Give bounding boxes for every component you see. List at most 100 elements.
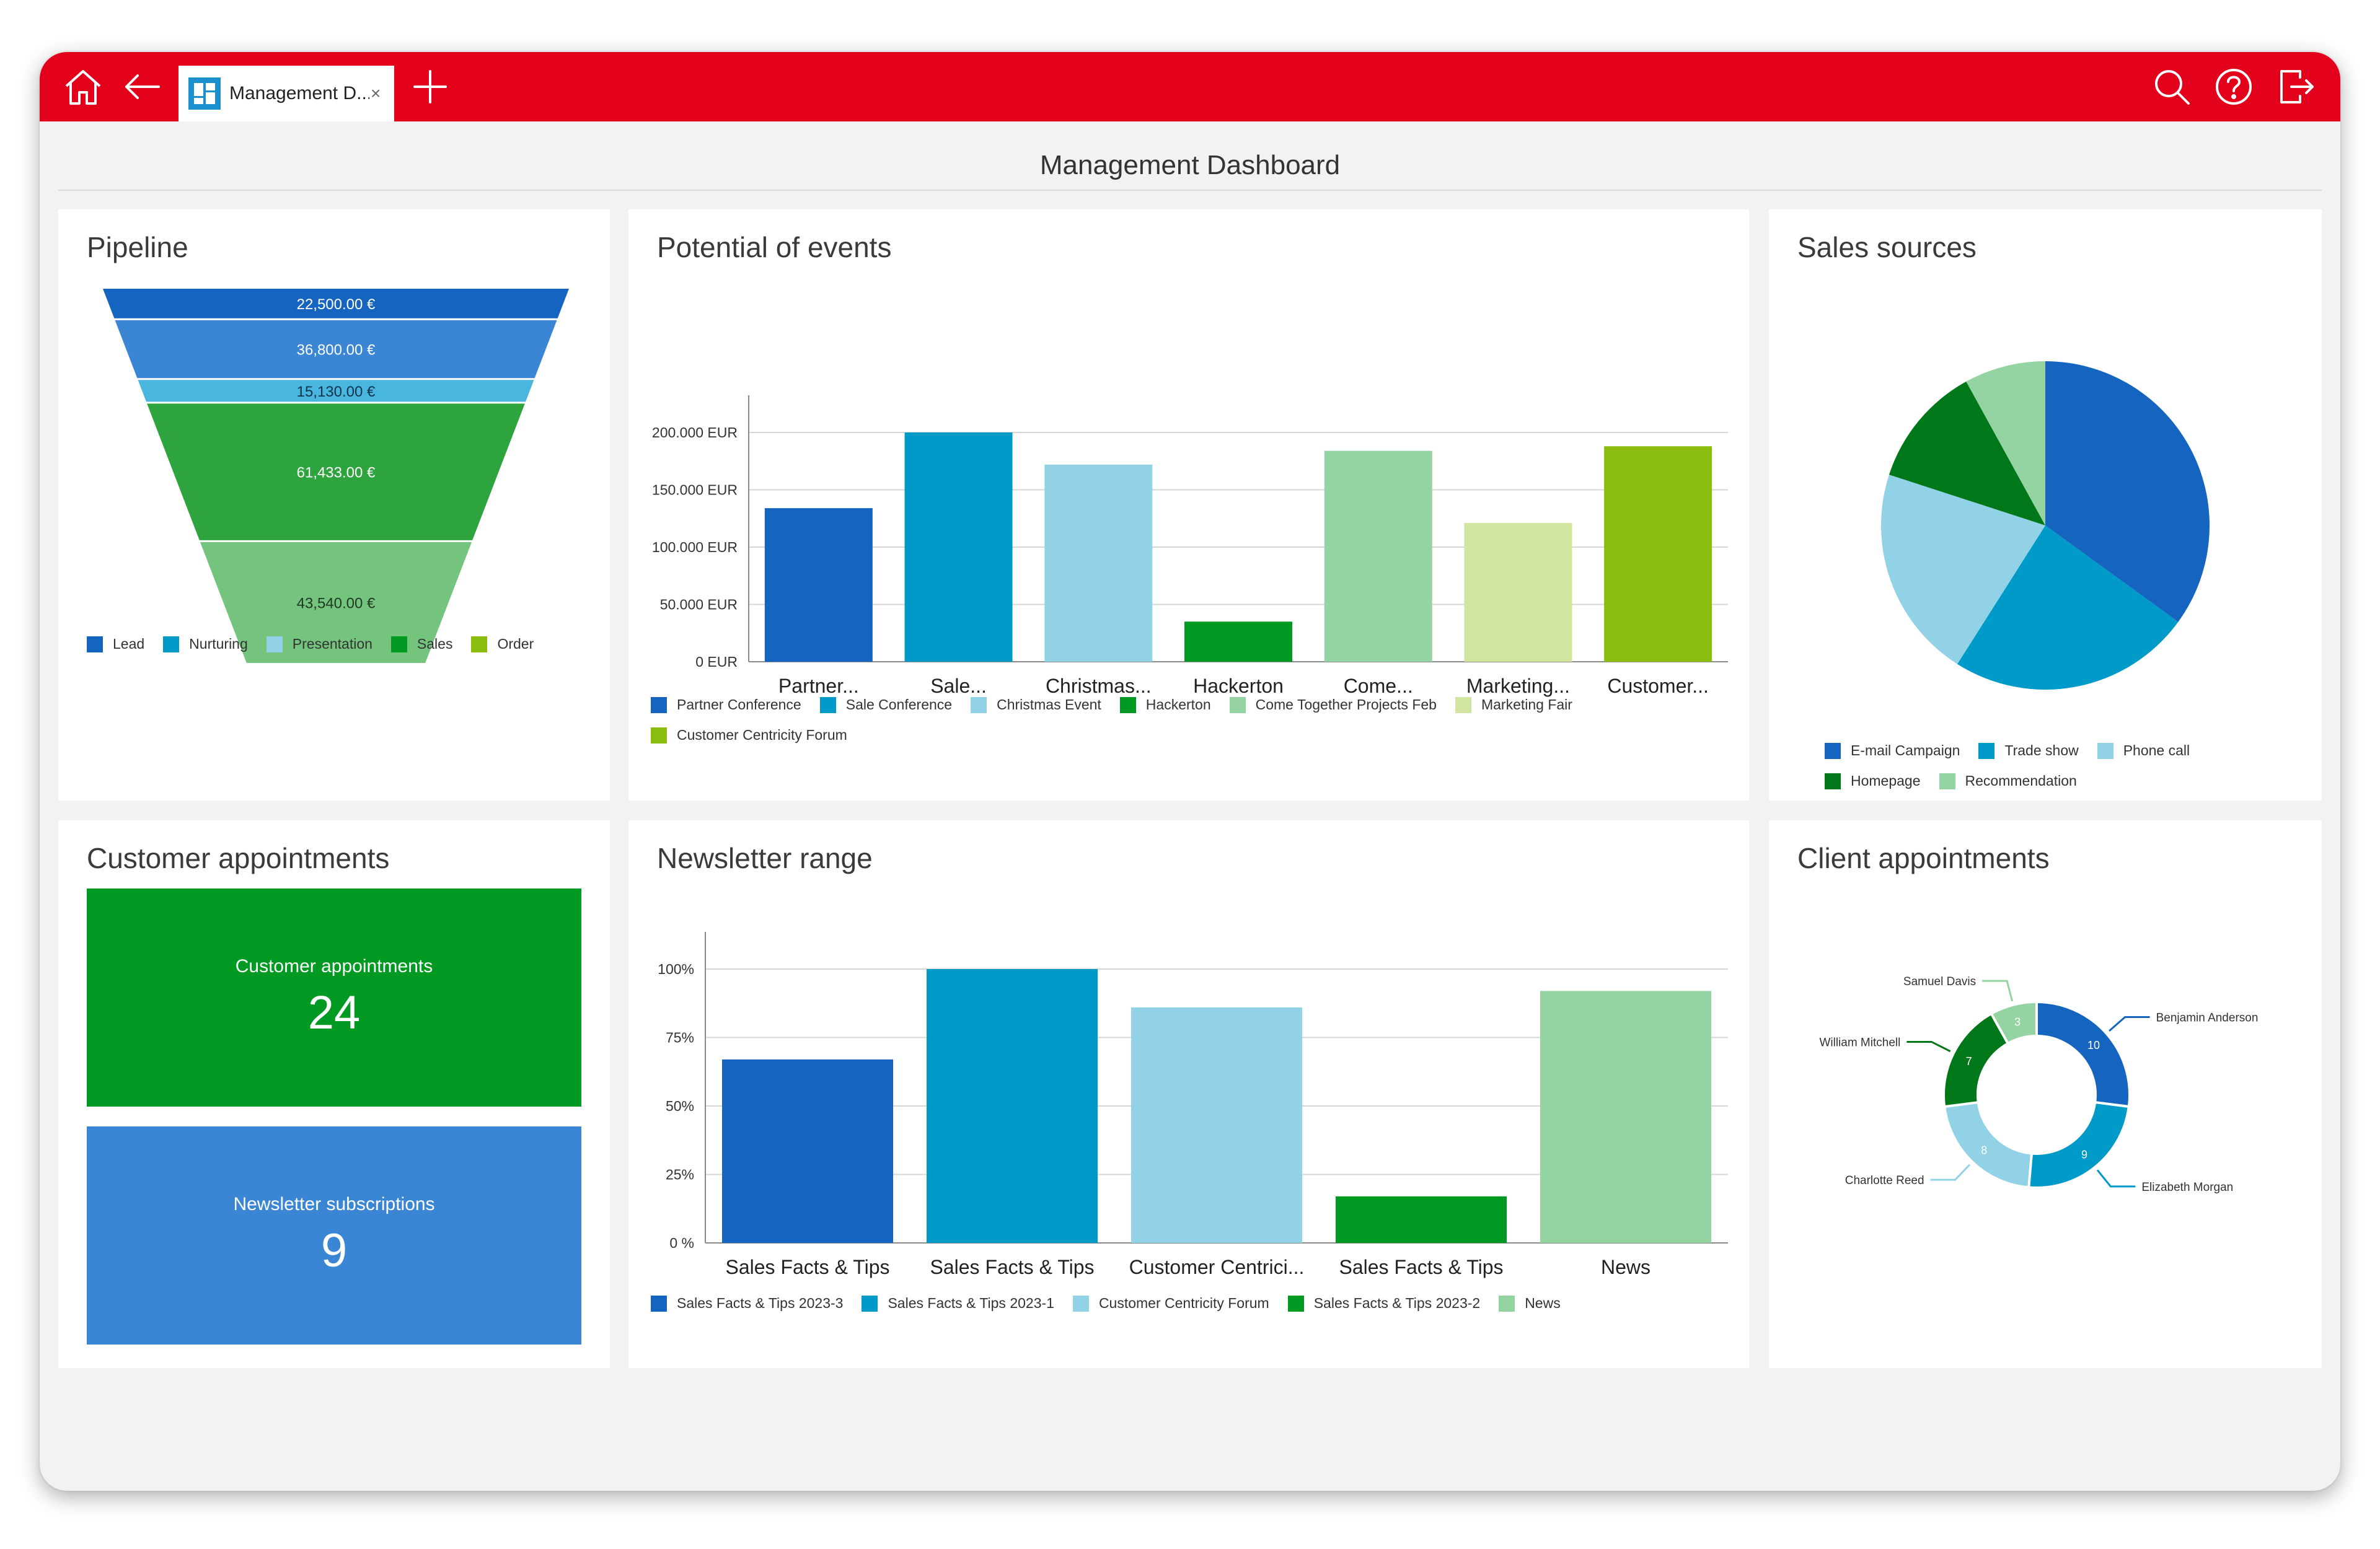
legend-item[interactable]: Sales Facts & Tips 2023-2: [1287, 1295, 1480, 1312]
help-icon: [2216, 69, 2252, 105]
y-tick-label: 0 EUR: [695, 654, 738, 670]
legend-item[interactable]: Customer Centricity Forum: [1072, 1295, 1269, 1312]
x-tick-label: Sales Facts & Tips: [930, 1256, 1095, 1278]
legend-item[interactable]: Lead: [87, 636, 144, 652]
donut-leader-line: [2109, 1016, 2150, 1032]
funnel-stage-label: 43,540.00 €: [297, 595, 376, 612]
y-tick-label: 100.000 EUR: [652, 539, 738, 555]
legend-item[interactable]: Partner Conference: [651, 696, 801, 713]
logout-button[interactable]: [2265, 52, 2327, 121]
customer-appointments-card: Customer appointments Customer appointme…: [58, 820, 610, 1368]
funnel-stage: [138, 380, 534, 402]
pie-slice: [1881, 475, 2045, 664]
legend-item[interactable]: Presentation: [266, 636, 372, 652]
client-appointments-card: Client appointments 10 Benjamin Anderson 9…: [1769, 820, 2322, 1368]
legend-swatch: [163, 636, 180, 652]
legend-item[interactable]: Hackerton: [1119, 696, 1211, 713]
legend-item[interactable]: Trade show: [1978, 742, 2079, 759]
legend-item[interactable]: Sales Facts & Tips 2023-3: [651, 1295, 843, 1312]
legend-swatch: [971, 696, 987, 713]
newsletter-subscriptions-tile[interactable]: Newsletter subscriptions 9: [87, 1126, 581, 1345]
legend-item[interactable]: Customer Centricity Forum: [651, 727, 847, 744]
title-divider: [58, 190, 2322, 191]
donut-leader-line: [1906, 1040, 1951, 1053]
donut-slice: [1990, 1000, 2038, 1045]
help-button[interactable]: [2203, 52, 2265, 121]
newsletter-title: Newsletter range: [657, 842, 873, 874]
legend-swatch: [1287, 1295, 1304, 1312]
legend-swatch: [1119, 696, 1136, 713]
y-tick-label: 25%: [666, 1167, 694, 1183]
arrow-left-icon: [125, 74, 160, 99]
y-tick-label: 75%: [666, 1030, 694, 1046]
x-tick-label: Marketing...: [1466, 675, 1570, 697]
x-tick-label: Sales Facts & Tips: [1339, 1256, 1504, 1278]
add-tab-button[interactable]: [399, 52, 461, 121]
tab-label: Management D...: [229, 83, 369, 103]
events-title: Potential of events: [657, 231, 892, 263]
legend-item[interactable]: Homepage: [1825, 773, 1921, 789]
bar: [1131, 1007, 1302, 1243]
legend-item[interactable]: Sales: [390, 636, 453, 652]
x-tick-label: Christmas...: [1046, 675, 1152, 697]
bar: [927, 969, 1098, 1243]
legend-label: Customer Centricity Forum: [1098, 1295, 1269, 1311]
bar: [1044, 464, 1153, 662]
customer-appointments-tile[interactable]: Customer appointments 24: [87, 889, 581, 1107]
legend-label: Sale Conference: [845, 696, 953, 713]
plus-icon: [413, 70, 447, 103]
search-button[interactable]: [2141, 52, 2203, 121]
bar: [1604, 446, 1712, 662]
x-tick-label: Hackerton: [1193, 675, 1284, 697]
legend-label: Marketing Fair: [1481, 696, 1572, 713]
legend-item[interactable]: Christmas Event: [971, 696, 1101, 713]
donut-leader-line: [1930, 1164, 1971, 1181]
legend-item[interactable]: Nurturing: [163, 636, 248, 652]
legend-item[interactable]: Marketing Fair: [1455, 696, 1572, 713]
legend-item[interactable]: Recommendation: [1939, 773, 2077, 789]
close-icon[interactable]: ×: [371, 84, 381, 103]
y-tick-label: 150.000 EUR: [652, 482, 738, 498]
x-tick-label: Customer...: [1607, 675, 1709, 697]
legend-item[interactable]: Sales Facts & Tips 2023-1: [862, 1295, 1054, 1312]
newsletter-card: Newsletter range 0 % 25% 50% 75% 100% Sales F…: [628, 820, 1749, 1368]
y-tick-label: 100%: [658, 961, 694, 977]
legend-label: Presentation: [292, 636, 372, 652]
legend-item[interactable]: E-mail Campaign: [1825, 742, 1960, 759]
newsletter-legend: Sales Facts & Tips 2023-3 Sales Facts & T…: [651, 1295, 1717, 1312]
legend-item[interactable]: News: [1499, 1295, 1561, 1312]
x-tick-label: Sales Facts & Tips: [726, 1256, 890, 1278]
donut-value-label: 8: [1981, 1144, 1987, 1156]
legend-swatch: [471, 636, 488, 652]
legend-label: E-mail Campaign: [1851, 742, 1960, 758]
legend-item[interactable]: Order: [471, 636, 534, 652]
legend-item[interactable]: Phone call: [2097, 742, 2190, 759]
legend-swatch: [651, 727, 667, 744]
back-button[interactable]: [111, 52, 173, 121]
logout-icon: [2280, 70, 2314, 103]
legend-item[interactable]: Come Together Projects Feb: [1229, 696, 1437, 713]
tab-management-dashboard[interactable]: Management D... ×: [178, 66, 394, 121]
donut-value-label: 10: [2087, 1039, 2100, 1051]
newsletter-bar-chart: 0 % 25% 50% 75% 100% Sales Facts & Tips Sales …: [658, 932, 1728, 1278]
legend-label: Sales: [416, 636, 453, 652]
sources-title: Sales sources: [1797, 231, 1977, 263]
legend-swatch: [819, 696, 836, 713]
legend-swatch: [2097, 742, 2113, 759]
legend-label: Recommendation: [1965, 773, 2077, 789]
bar: [722, 1059, 893, 1243]
search-icon: [2155, 70, 2190, 105]
newsletter-subscriptions-tile-value: 9: [320, 1224, 348, 1277]
donut-slice: [2035, 1000, 2131, 1108]
home-button[interactable]: [52, 52, 114, 121]
x-tick-label: Customer Centrici...: [1129, 1256, 1305, 1278]
sources-legend: E-mail Campaign Trade show Phone call Homep…: [1825, 742, 2259, 789]
legend-swatch: [1825, 742, 1841, 759]
legend-label: Sales Facts & Tips 2023-3: [677, 1295, 844, 1311]
legend-label: Sales Facts & Tips 2023-1: [888, 1295, 1054, 1311]
legend-label: Come Together Projects Feb: [1255, 696, 1437, 713]
customer-appointments-title: Customer appointments: [87, 842, 390, 874]
bar: [764, 508, 873, 662]
donut-name-label: Elizabeth Morgan: [2141, 1181, 2233, 1194]
legend-item[interactable]: Sale Conference: [819, 696, 953, 713]
